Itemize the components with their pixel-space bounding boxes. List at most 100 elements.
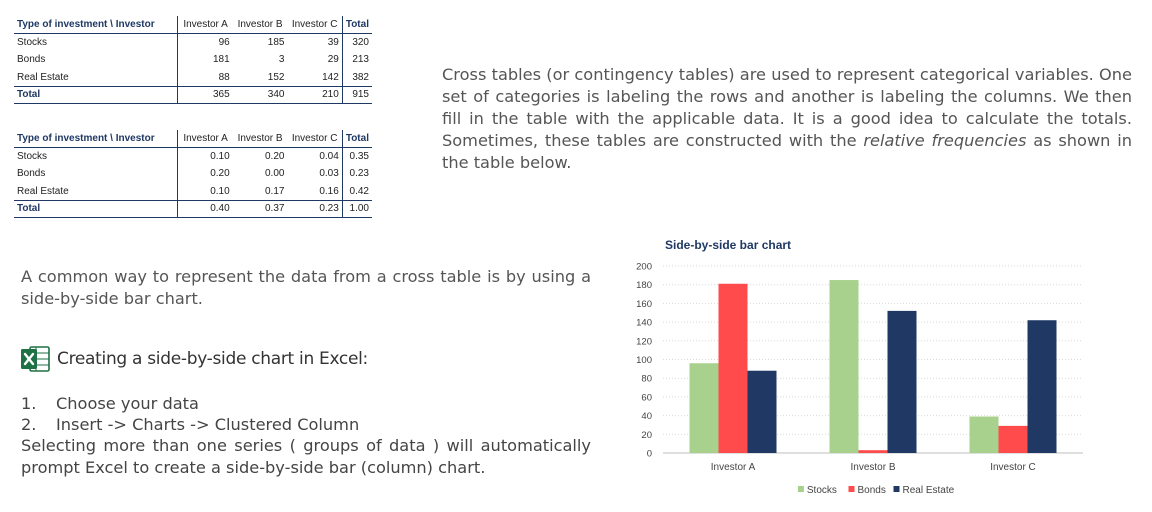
x-category-label: Investor B <box>850 462 895 473</box>
table-cell: 152 <box>267 71 285 83</box>
y-tick-label: 180 <box>636 280 652 291</box>
table-cell: 0.23 <box>341 165 372 183</box>
table-cell: 340 <box>232 85 288 104</box>
legend-label: Real Estate <box>903 485 955 496</box>
table-cell: 915 <box>341 85 372 104</box>
row-label: Stocks <box>14 147 179 165</box>
table-row: Bonds 0.20 0.00 0.03 0.23 <box>14 165 372 183</box>
column-header: Investor C <box>287 130 343 148</box>
bar-real-estate <box>747 370 777 453</box>
row-label: Bonds <box>14 165 179 183</box>
row-label: Real Estate <box>14 182 179 200</box>
table-row: Real Estate 88 152 142 382 <box>14 68 372 86</box>
y-tick-label: 160 <box>636 299 652 310</box>
table-cell: 0.20 <box>210 168 230 180</box>
row-label: Real Estate <box>14 68 179 86</box>
row-label: Total <box>14 85 179 104</box>
list-item: 2. Insert -> Charts -> Clustered Column <box>21 414 591 435</box>
table-cell: 0.04 <box>319 151 339 162</box>
table-cell: 0.35 <box>341 147 372 165</box>
table-cell: 0.10 <box>210 151 230 162</box>
step-number: 1. <box>21 394 37 413</box>
bar-chart-paragraph: A common way to represent the data from … <box>21 267 591 308</box>
relative-frequency-table: Type of investment \ Investor Investor A… <box>14 130 372 218</box>
table-cell: 0.37 <box>232 199 288 218</box>
table-cell: 0.16 <box>319 185 339 197</box>
y-tick-label: 100 <box>636 355 652 366</box>
bar-bonds <box>858 450 888 453</box>
y-tick-label: 120 <box>636 336 652 347</box>
table-row: Real Estate 0.10 0.17 0.16 0.42 <box>14 182 372 200</box>
y-tick-label: 40 <box>641 411 652 422</box>
column-header: Type of investment \ Investor <box>14 16 179 34</box>
legend-label: Bonds <box>858 485 886 496</box>
bar-stocks <box>969 416 999 453</box>
chart-title: Side-by-side bar chart <box>665 238 791 252</box>
total-row: Total 365 340 210 915 <box>14 85 372 104</box>
table-row: Bonds 181 3 29 213 <box>14 51 372 69</box>
table-cell: 181 <box>213 54 230 66</box>
bar-stocks <box>829 280 859 453</box>
table-cell: 29 <box>327 54 339 66</box>
legend-swatch <box>893 486 900 492</box>
table-cell: 320 <box>341 33 372 51</box>
table-header-row: Type of investment \ Investor Investor A… <box>14 130 372 148</box>
table-cell: 0.17 <box>265 185 285 197</box>
y-tick-label: 140 <box>636 318 652 329</box>
table-cell: 142 <box>322 71 339 83</box>
step-text: Insert -> Charts -> Clustered Column <box>56 415 360 434</box>
table-cell: 39 <box>327 37 339 48</box>
table-cell: 0.23 <box>287 199 343 218</box>
list-item: 1. Choose your data <box>21 393 591 414</box>
legend-swatch <box>848 486 855 492</box>
bar-real-estate <box>1027 320 1057 453</box>
column-header: Type of investment \ Investor <box>14 130 179 148</box>
excel-heading: Creating a side-by-side chart in Excel: <box>21 344 368 374</box>
table-cell: 0.42 <box>341 182 372 200</box>
table-cell: 210 <box>287 85 343 104</box>
intro-text-end: as shown in the table below. <box>442 131 1132 172</box>
bar-stocks <box>689 363 719 453</box>
x-category-label: Investor A <box>711 462 756 473</box>
table-cell: 382 <box>341 68 372 86</box>
table-cell: 96 <box>218 37 230 48</box>
column-header: Investor A <box>177 130 233 148</box>
table-cell: 0.20 <box>265 151 285 162</box>
total-row: Total 0.40 0.37 0.23 1.00 <box>14 199 372 218</box>
table-cell: 1.00 <box>341 199 372 218</box>
row-label: Bonds <box>14 51 179 69</box>
step-number: 2. <box>21 415 37 434</box>
y-tick-label: 20 <box>641 430 652 441</box>
y-tick-label: 60 <box>641 392 652 403</box>
x-category-label: Investor C <box>990 462 1036 473</box>
bar-real-estate <box>887 310 917 453</box>
column-header: Investor A <box>177 16 233 34</box>
legend-swatch <box>797 486 804 492</box>
row-label: Total <box>14 199 179 218</box>
step-text: Choose your data <box>56 394 199 413</box>
table-cell: 3 <box>278 54 285 66</box>
column-header: Total <box>341 130 372 148</box>
column-header: Total <box>341 16 372 34</box>
intro-paragraph: Cross tables (or contingency tables) are… <box>442 64 1132 174</box>
side-by-side-bar-chart: Side-by-side bar chart 0 20 40 60 80 100 120 14… <box>636 238 1083 496</box>
legend-label: Stocks <box>807 485 837 496</box>
bar-bonds <box>718 283 748 453</box>
excel-heading-text: Creating a side-by-side chart in Excel: <box>57 349 368 369</box>
y-tick-label: 200 <box>636 262 652 273</box>
y-tick-label: 80 <box>641 374 652 385</box>
bar-bonds <box>998 425 1028 453</box>
counts-table: Type of investment \ Investor Investor A… <box>14 16 372 104</box>
column-header: Investor B <box>232 130 288 148</box>
table-cell: 0.00 <box>265 168 285 180</box>
column-header: Investor C <box>287 16 343 34</box>
table-cell: 88 <box>218 71 230 83</box>
intro-emphasis: relative frequencies <box>863 131 1027 150</box>
table-header-row: Type of investment \ Investor Investor A… <box>14 16 372 34</box>
intro-text: Cross tables (or contingency tables) are… <box>442 65 1132 150</box>
row-label: Stocks <box>14 33 179 51</box>
table-row: Stocks 0.10 0.20 0.04 0.35 <box>14 147 372 165</box>
table-cell: 213 <box>341 51 372 69</box>
column-header: Investor B <box>232 16 288 34</box>
excel-icon <box>21 346 50 372</box>
